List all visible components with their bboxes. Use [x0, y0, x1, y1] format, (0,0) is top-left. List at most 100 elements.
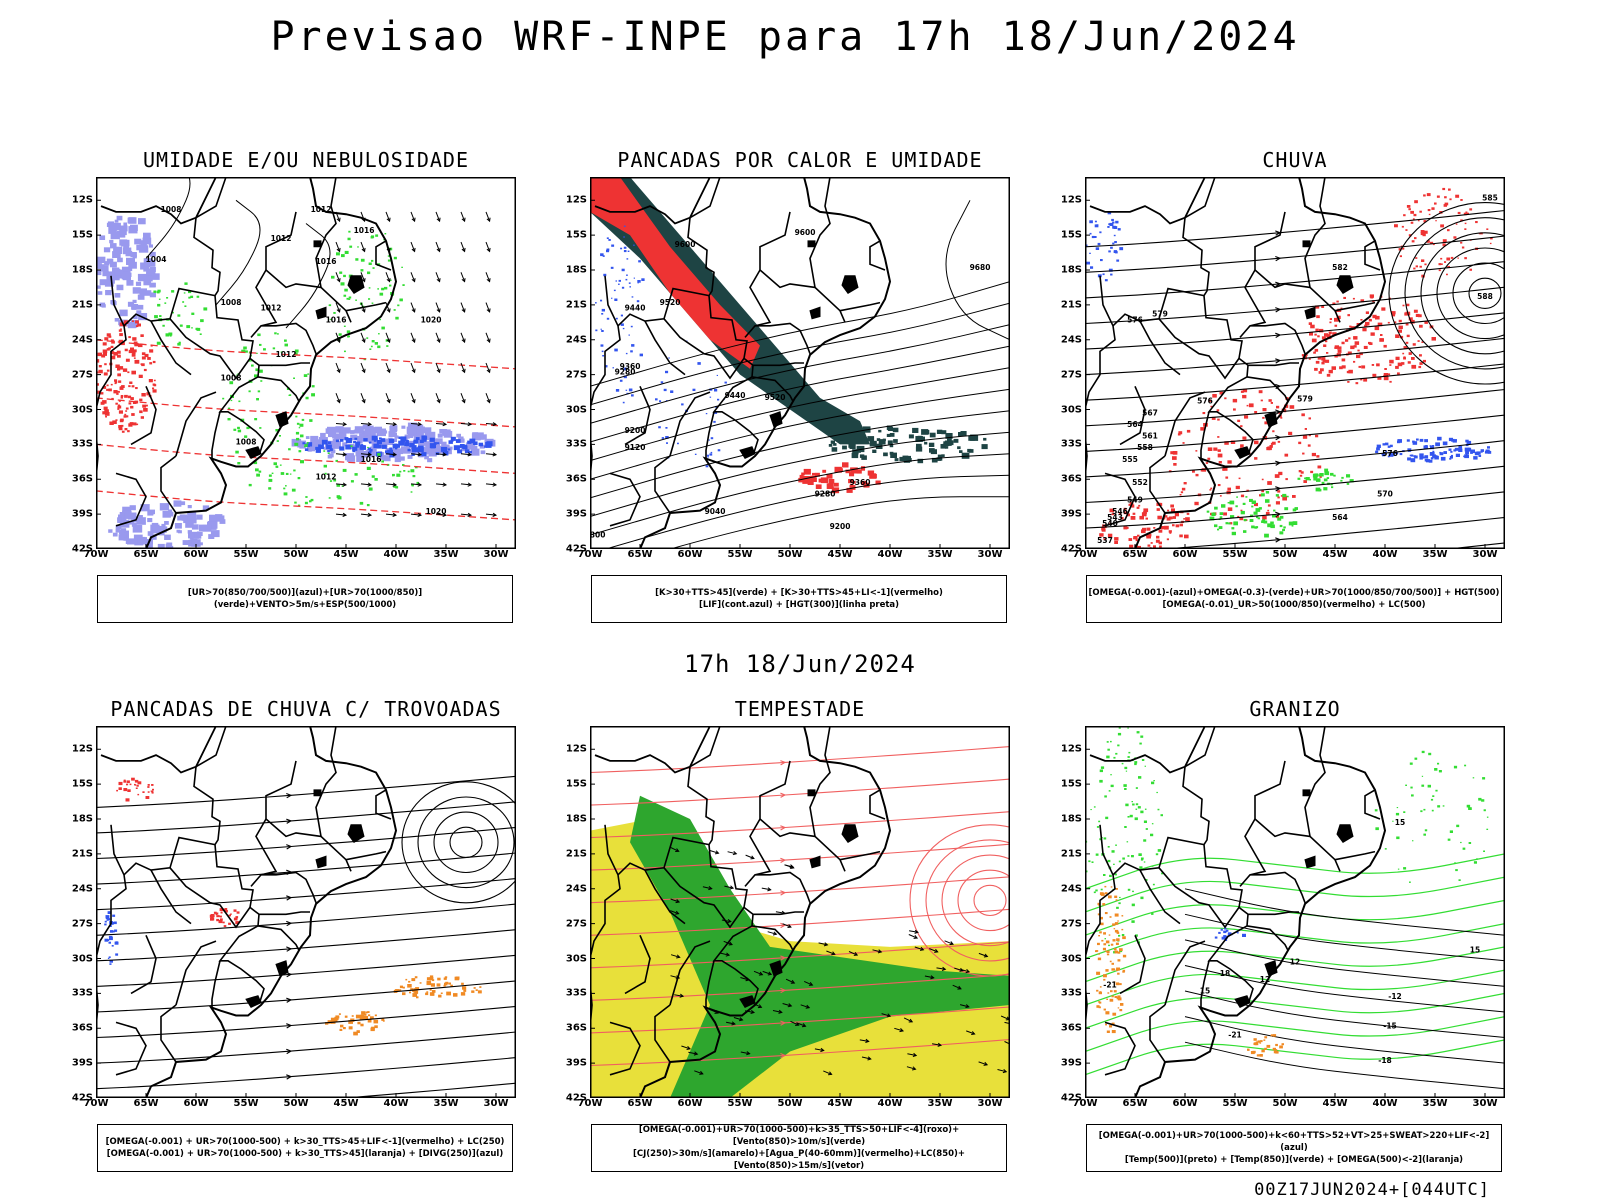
red-cell — [1299, 474, 1303, 477]
thickness-line — [96, 339, 516, 370]
humidity-blob — [151, 273, 160, 280]
green-contour-dot — [336, 484, 340, 487]
humidity-blob — [127, 538, 135, 545]
red-cell — [113, 390, 118, 394]
orange-cell — [1259, 1054, 1263, 1057]
red-cell — [215, 912, 219, 915]
red-cell — [1423, 220, 1427, 223]
red-cell — [1424, 321, 1428, 324]
wind-vector — [894, 1027, 904, 1032]
wind-vector — [335, 423, 347, 425]
green-contour-dot — [268, 487, 272, 490]
legend-line: [OMEGA(-0.001)-(azul)+OMEGA(-0.3)-(verde… — [1088, 588, 1500, 598]
humidity-blob — [457, 445, 461, 449]
green-contour-dot — [157, 303, 161, 307]
red-cell — [1142, 527, 1147, 532]
humidity-blob — [440, 446, 448, 452]
humidity-blob — [405, 439, 409, 443]
green-contour-dot — [1140, 858, 1144, 861]
wind-vector — [385, 423, 397, 425]
orange-cell — [1105, 950, 1108, 953]
green-cell — [1209, 516, 1215, 521]
longitude-label: 45W — [827, 1098, 853, 1109]
green-contour-dot — [275, 465, 279, 468]
red-cell — [1164, 515, 1168, 518]
red-cell — [135, 320, 139, 324]
green-contour-dot — [371, 259, 374, 262]
orange-cell — [1106, 950, 1110, 953]
humidity-blob — [114, 293, 121, 298]
red-cell — [1389, 364, 1392, 366]
humidity-blob — [335, 426, 344, 433]
wind-vector-head — [361, 368, 366, 374]
humidity-blob — [112, 251, 121, 258]
red-cell — [149, 362, 153, 365]
lif-contour-dot — [615, 280, 617, 282]
red-cell — [1141, 529, 1146, 534]
humidity-blob — [133, 315, 138, 319]
wind-vector — [997, 1069, 1007, 1073]
red-cell — [1341, 358, 1346, 362]
border-line — [609, 1021, 641, 1076]
green-contour-dot — [256, 398, 259, 401]
red-cell — [1433, 243, 1435, 246]
orange-cell — [355, 1014, 361, 1019]
red-cell — [1369, 294, 1374, 298]
height-contour — [590, 302, 1010, 406]
green-contour-dot — [1476, 858, 1478, 860]
red-cell — [137, 781, 142, 785]
green-contour-dot — [369, 348, 372, 350]
humidity-blob — [404, 442, 410, 447]
streamline-arrow — [780, 955, 787, 961]
wind-vector-head — [461, 338, 466, 344]
red-cell — [1304, 428, 1307, 430]
border-line — [654, 1004, 671, 1063]
humidity-blob — [124, 513, 133, 519]
red-cell — [100, 392, 104, 395]
wind-vector — [385, 362, 391, 373]
red-cell — [102, 342, 107, 346]
temp500-contour — [1184, 913, 1505, 962]
orange-cell — [1253, 1038, 1257, 1041]
lif-contour-dot — [666, 442, 668, 444]
wind-vector — [936, 967, 946, 970]
contour-label: 1016 — [361, 455, 382, 464]
contour-label: 9440 — [725, 391, 746, 400]
green-contour-dot — [191, 312, 195, 315]
orange-cell — [1097, 957, 1102, 961]
lif-contour-dot — [613, 289, 616, 292]
red-cell — [826, 483, 834, 489]
green-contour-dot — [1096, 826, 1100, 828]
green-contour-dot — [307, 373, 310, 375]
humidity-blob — [359, 445, 366, 450]
lif-contour-dot — [604, 365, 608, 368]
red-cell — [1179, 523, 1183, 527]
green-contour-dot — [323, 450, 326, 452]
green-contour-dot — [367, 271, 371, 275]
green-cell — [1229, 500, 1235, 505]
humidity-blob — [383, 455, 391, 462]
green-contour-dot — [329, 480, 333, 482]
contour-label: 1020 — [421, 315, 442, 324]
latitude-label: 24S — [71, 883, 93, 895]
latitude-label: 27S — [565, 918, 587, 930]
blue-cell — [1430, 457, 1434, 460]
green-contour-dot — [1140, 896, 1144, 900]
legend-box: [OMEGA(-0.001) + UR>70(1000-500) + k>30_… — [97, 1124, 513, 1172]
humidity-blob — [369, 448, 373, 452]
green-contour-dot — [1395, 812, 1400, 816]
border-line — [315, 726, 337, 837]
red-cell — [1146, 527, 1151, 531]
orange-cell — [1112, 939, 1116, 942]
wind-vector — [952, 984, 962, 990]
country-borders — [1085, 726, 1387, 1098]
wind-vector — [485, 362, 491, 373]
orange-cell — [1119, 1009, 1123, 1012]
humidity-blob — [485, 442, 492, 447]
red-cell — [1435, 220, 1437, 222]
green-cell — [889, 433, 895, 437]
wind-vector — [410, 453, 422, 456]
green-contour-dot — [389, 247, 393, 251]
streamline-arrow — [286, 997, 293, 1003]
orange-cell — [436, 983, 441, 987]
